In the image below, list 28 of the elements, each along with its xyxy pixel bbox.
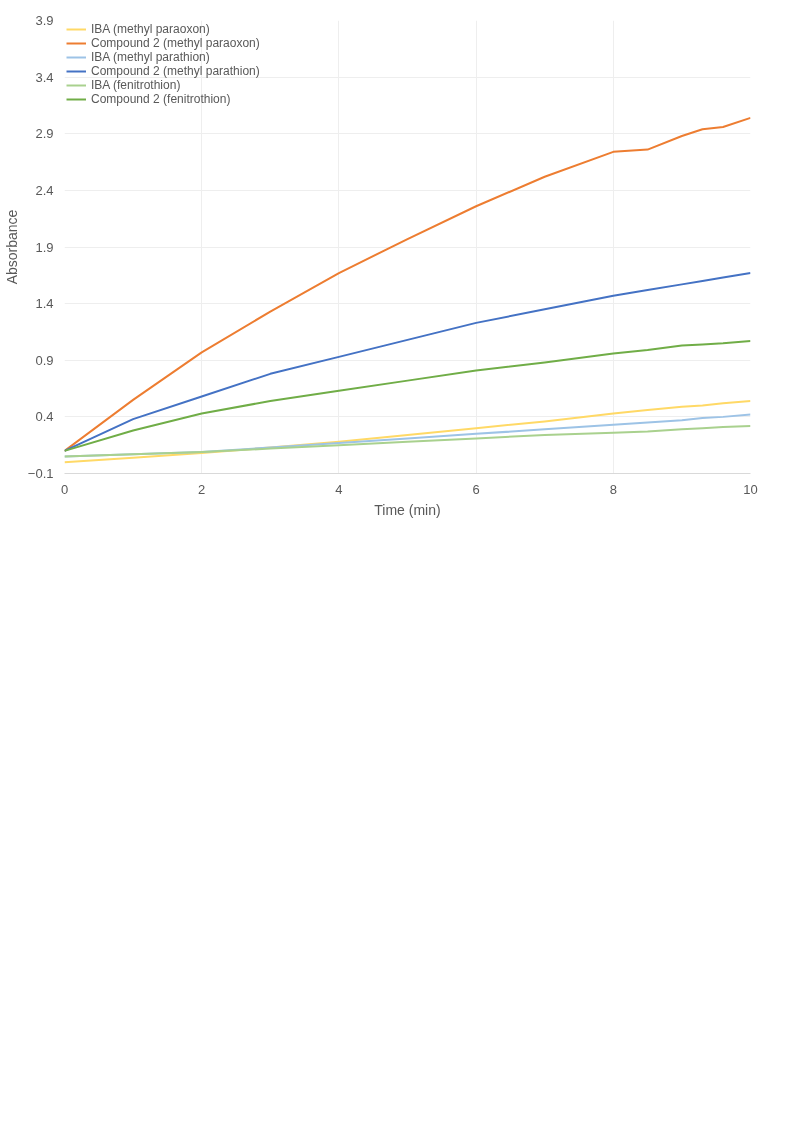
y-tick-label: 1.4 xyxy=(35,296,54,312)
y-tick-label: 3.9 xyxy=(35,13,54,28)
y-tick-label: 3.4 xyxy=(35,69,54,85)
line-series xyxy=(64,116,751,452)
legend-label: Compound 2 (methyl parathion) xyxy=(91,64,260,78)
line-series xyxy=(64,424,751,458)
y-tick-label: 0.9 xyxy=(35,352,54,368)
line-series xyxy=(64,340,751,452)
y-tick-label: 2.9 xyxy=(35,126,54,142)
y-tick-label: 1.9 xyxy=(35,239,54,255)
legend-label: Compound 2 (fenitrothion) xyxy=(91,92,231,106)
x-tick-label: 10 xyxy=(743,481,758,497)
legend-label: IBA (methyl paraoxon) xyxy=(91,22,210,36)
x-tick-label: 0 xyxy=(60,481,69,497)
x-tick-label: 6 xyxy=(472,481,480,497)
x-tick-label: 8 xyxy=(609,481,617,497)
legend-label: IBA (fenitrothion) xyxy=(91,78,181,92)
x-axis-title: Time (min) xyxy=(374,501,441,518)
y-tick-label: 2.4 xyxy=(35,182,54,198)
y-tick-label: −0.1 xyxy=(27,466,54,481)
x-tick-label: 2 xyxy=(198,481,206,497)
y-tick-label: 0.4 xyxy=(35,409,54,425)
y-axis-title: Absorbance xyxy=(3,209,20,285)
x-tick-label: 4 xyxy=(335,481,343,497)
legend-label: Compound 2 (methyl paraoxon) xyxy=(91,36,260,50)
line-series xyxy=(64,400,751,464)
line-series xyxy=(64,272,751,452)
legend-label: IBA (methyl parathion) xyxy=(91,50,210,64)
